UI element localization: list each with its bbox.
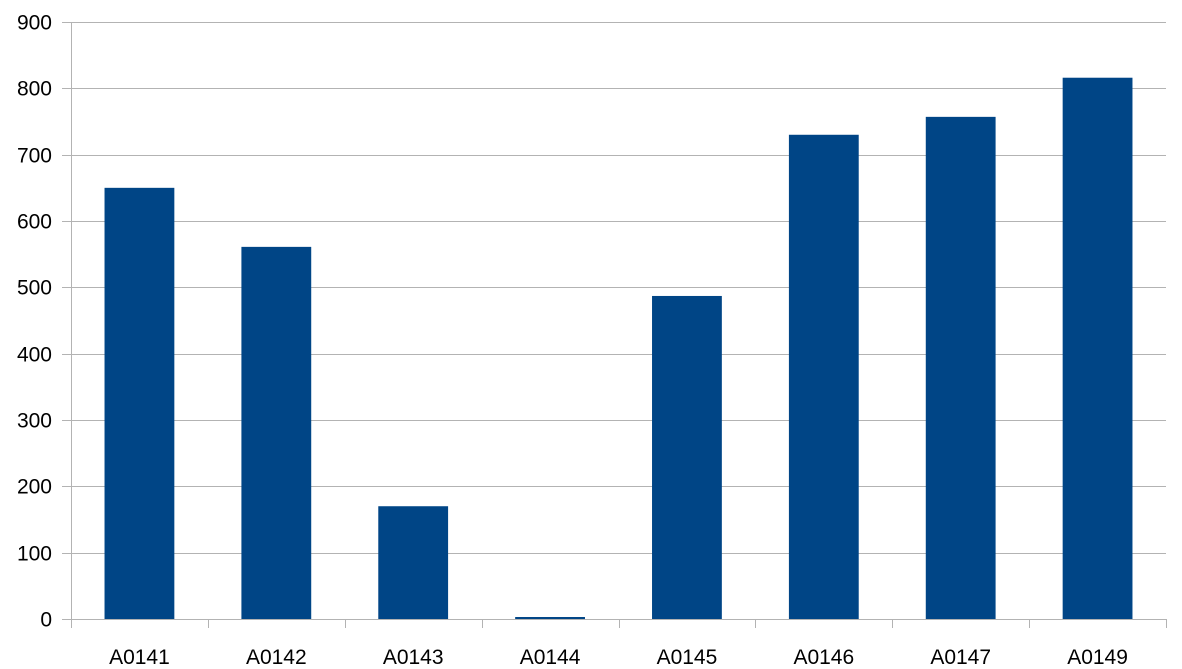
- bar-a0145: [652, 295, 722, 619]
- y-tick-label: 100: [17, 543, 52, 566]
- bar-a0144: [515, 617, 585, 619]
- y-tick-label: 900: [17, 12, 52, 35]
- x-tick-label: A0143: [383, 646, 444, 669]
- x-tick-label: A0149: [1067, 646, 1128, 669]
- axes: [62, 22, 1167, 628]
- bar-a0149: [1062, 77, 1133, 620]
- y-tick-label: 700: [17, 145, 52, 168]
- bar-a0146: [788, 134, 859, 619]
- y-tick-label: 600: [17, 211, 52, 234]
- y-tick-label: 0: [40, 609, 52, 632]
- x-tick-label: A0145: [657, 646, 718, 669]
- gridlines: [71, 22, 1166, 554]
- bar-a0143: [378, 506, 449, 619]
- y-tick-label: 300: [17, 410, 52, 433]
- x-tick-label: A0141: [109, 646, 170, 669]
- y-tick-label: 400: [17, 344, 52, 367]
- bar-a0147: [925, 116, 996, 620]
- bars: [104, 77, 1133, 620]
- x-tick-label: A0146: [793, 646, 854, 669]
- y-tick-label: 200: [17, 476, 52, 499]
- tick-labels: 0 100 200 300 400 500 600 700 800 900 A0141 A0142 A0…: [17, 12, 1128, 669]
- x-tick-label: A0147: [930, 646, 991, 669]
- y-tick-label: 800: [17, 78, 52, 101]
- y-tick-label: 500: [17, 277, 52, 300]
- x-tick-label: A0142: [246, 646, 307, 669]
- bar-a0141: [104, 187, 175, 619]
- x-tick-label: A0144: [520, 646, 581, 669]
- bar-a0142: [241, 246, 312, 619]
